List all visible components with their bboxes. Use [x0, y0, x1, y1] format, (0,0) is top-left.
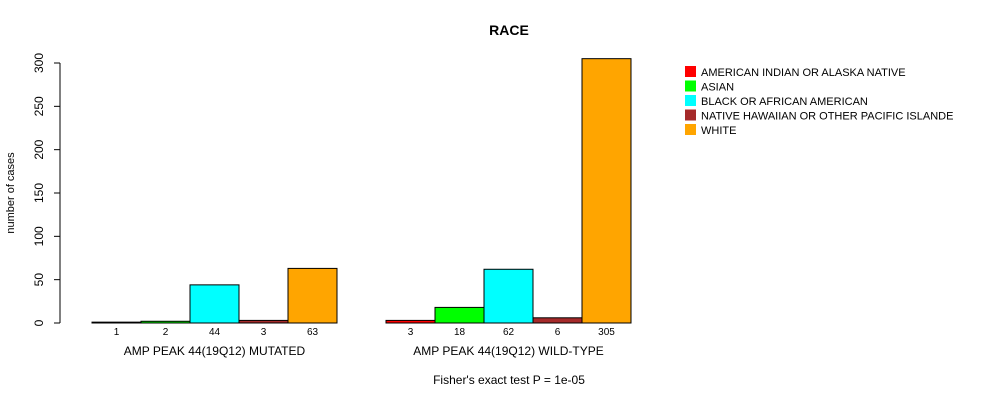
y-tick-label: 300	[32, 53, 46, 73]
bar-value-label: 305	[598, 327, 615, 338]
y-tick-label: 0	[32, 319, 46, 326]
y-tick-label: 150	[32, 183, 46, 203]
legend-swatch-black-or-african-american	[685, 95, 696, 106]
bar-amp-peak-44-19q12-wild-type-american-indian-or-alaska-native	[385, 319, 436, 324]
bar-value-label: 63	[307, 327, 319, 338]
group-label-amp-peak-44-19q12-wild-type: AMP PEAK 44(19Q12) WILD-TYPE	[413, 344, 604, 358]
y-axis-label: number of cases	[5, 152, 17, 234]
y-axis: 0 50 100 150 200 250 300	[32, 53, 61, 326]
value-labels: 1 2 44 3 63 3 18 62 6 305	[114, 327, 616, 338]
bar-value-label: 6	[555, 327, 561, 338]
bar-value-label: 2	[163, 327, 169, 338]
y-tick-label: 50	[32, 273, 46, 287]
bar-amp-peak-44-19q12-mutated-black-or-african-american	[189, 284, 240, 324]
legend-label-american-indian-or-alaska-native: AMERICAN INDIAN OR ALASKA NATIVE	[701, 67, 906, 79]
legend: AMERICAN INDIAN OR ALASKA NATIVE ASIAN BLA…	[685, 66, 953, 137]
y-tick-label: 200	[32, 139, 46, 159]
bar-value-label: 62	[503, 327, 515, 338]
legend-swatch-white	[685, 124, 696, 135]
y-tick-label: 100	[32, 226, 46, 246]
legend-label-native-hawaiian-or-other-pacific-islander: NATIVE HAWAIIAN OR OTHER PACIFIC ISLANDE	[701, 111, 953, 123]
bar-amp-peak-44-19q12-wild-type-native-hawaiian-or-other-pacific-islander	[532, 317, 583, 324]
bar-value-label: 3	[261, 327, 267, 338]
legend-swatch-asian	[685, 80, 696, 92]
bar-amp-peak-44-19q12-mutated-native-hawaiian-or-other-pacific-islander	[238, 319, 289, 324]
bar-amp-peak-44-19q12-mutated-asian	[140, 320, 191, 324]
fisher-test-footnote: Fisher's exact test P = 1e-05	[433, 373, 585, 387]
group-label-amp-peak-44-19q12-mutated: AMP PEAK 44(19Q12) MUTATED	[124, 344, 306, 358]
bar-amp-peak-44-19q12-wild-type-white	[581, 58, 632, 324]
bar-value-label: 1	[114, 327, 120, 338]
bar-value-label: 18	[454, 327, 466, 338]
legend-label-black-or-african-american: BLACK OR AFRICAN AMERICAN	[701, 96, 868, 108]
bar-amp-peak-44-19q12-wild-type-asian	[434, 306, 485, 324]
legend-swatch-american-indian-or-alaska-native	[685, 66, 696, 77]
bars	[91, 58, 632, 324]
y-tick-label: 250	[32, 96, 46, 116]
group-labels: AMP PEAK 44(19Q12) MUTATED AMP PEAK 44(19…	[124, 344, 604, 358]
bar-value-label: 3	[408, 327, 414, 338]
chart-title: RACE	[489, 22, 529, 38]
bar-value-label: 44	[209, 327, 221, 338]
bar-amp-peak-44-19q12-mutated-white	[287, 267, 338, 324]
legend-label-asian: ASIAN	[701, 82, 734, 94]
bar-amp-peak-44-19q12-wild-type-black-or-african-american	[483, 268, 534, 324]
legend-label-white: WHITE	[701, 125, 736, 137]
legend-swatch-native-hawaiian-or-other-pacific-islander	[685, 109, 696, 121]
bar-amp-peak-44-19q12-mutated-american-indian-or-alaska-native	[91, 321, 142, 324]
